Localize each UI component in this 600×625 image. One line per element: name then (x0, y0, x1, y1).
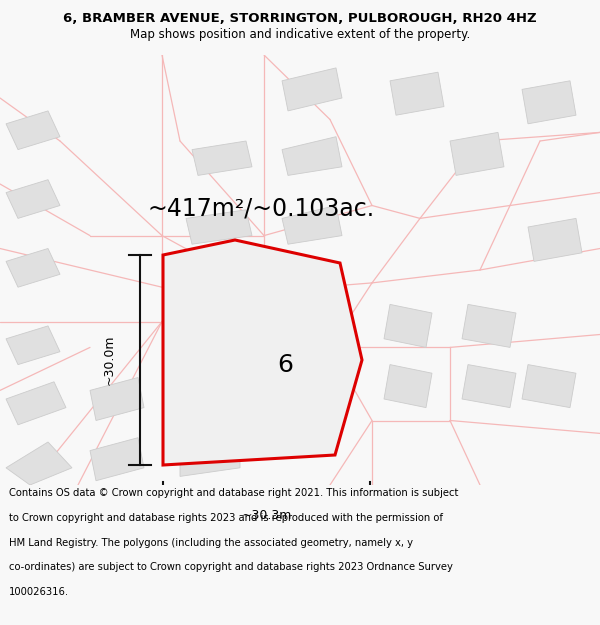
Polygon shape (180, 425, 240, 476)
Polygon shape (6, 442, 72, 485)
Polygon shape (6, 382, 66, 425)
Polygon shape (528, 218, 582, 261)
Text: Map shows position and indicative extent of the property.: Map shows position and indicative extent… (130, 28, 470, 41)
Polygon shape (384, 364, 432, 408)
Polygon shape (90, 438, 144, 481)
Polygon shape (6, 111, 60, 149)
Polygon shape (462, 304, 516, 348)
Text: 6, BRAMBER AVENUE, STORRINGTON, PULBOROUGH, RH20 4HZ: 6, BRAMBER AVENUE, STORRINGTON, PULBOROU… (63, 12, 537, 25)
Polygon shape (462, 364, 516, 408)
Polygon shape (282, 68, 342, 111)
Polygon shape (6, 326, 60, 364)
Polygon shape (6, 180, 60, 218)
Polygon shape (522, 81, 576, 124)
Polygon shape (522, 364, 576, 408)
Polygon shape (390, 72, 444, 115)
Polygon shape (90, 378, 144, 421)
Polygon shape (6, 249, 60, 288)
Text: ~417m²/~0.103ac.: ~417m²/~0.103ac. (148, 196, 375, 220)
Text: HM Land Registry. The polygons (including the associated geometry, namely x, y: HM Land Registry. The polygons (includin… (9, 538, 413, 548)
Polygon shape (384, 304, 432, 348)
Text: ~30.3m: ~30.3m (241, 509, 292, 522)
Polygon shape (192, 141, 252, 176)
Polygon shape (450, 132, 504, 176)
Polygon shape (186, 210, 252, 244)
Text: 6: 6 (277, 353, 293, 377)
Text: ~30.0m: ~30.0m (103, 335, 116, 385)
Polygon shape (163, 240, 362, 465)
Text: 100026316.: 100026316. (9, 587, 69, 597)
Text: to Crown copyright and database rights 2023 and is reproduced with the permissio: to Crown copyright and database rights 2… (9, 513, 443, 523)
Polygon shape (282, 206, 342, 244)
Text: co-ordinates) are subject to Crown copyright and database rights 2023 Ordnance S: co-ordinates) are subject to Crown copyr… (9, 562, 453, 572)
Polygon shape (282, 137, 342, 176)
Text: Contains OS data © Crown copyright and database right 2021. This information is : Contains OS data © Crown copyright and d… (9, 488, 458, 498)
